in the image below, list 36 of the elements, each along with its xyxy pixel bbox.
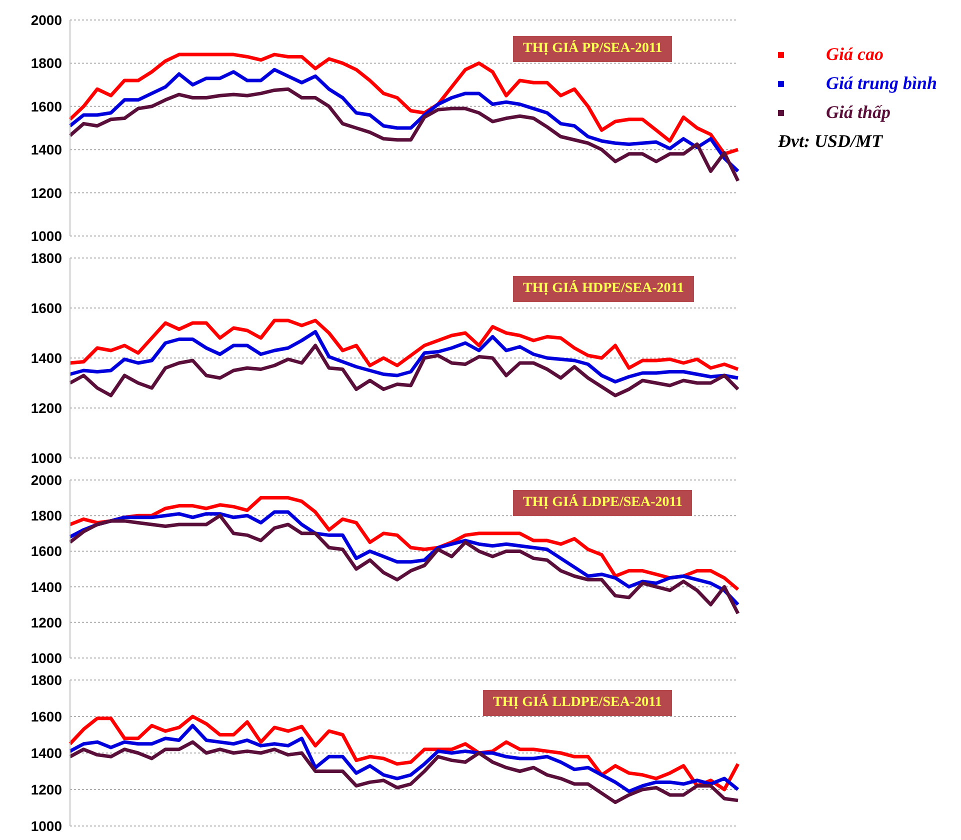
- y-tick-label: 1400: [30, 578, 62, 595]
- y-tick-label: 1000: [30, 818, 62, 834]
- y-tick-label: 1800: [30, 55, 62, 72]
- y-tick-label: 1600: [30, 708, 62, 724]
- line-series: [68, 318, 740, 371]
- y-tick-label: 1400: [30, 350, 62, 366]
- text: Đvt: USD/MT: [778, 130, 884, 153]
- y-tick-label: 1000: [30, 450, 62, 466]
- legend-label: Giá thấp: [826, 101, 891, 124]
- legend-label: Giá trung bình: [826, 72, 938, 95]
- text: THỊ GIÁ LDPE/SEA-2011: [513, 490, 692, 516]
- y-tick-label: 1600: [30, 98, 62, 114]
- y-tick-label: 2000: [30, 12, 62, 28]
- y-tick-label: 1800: [30, 250, 62, 266]
- line-series: [68, 87, 740, 183]
- line-series: [68, 344, 740, 398]
- y-tick-label: 1800: [30, 672, 62, 688]
- legend-label: Giá cao: [826, 43, 884, 66]
- y-tick-label: 1200: [30, 184, 62, 201]
- y-tick-label: 1600: [30, 543, 62, 560]
- y-tick-label: 1200: [30, 781, 62, 798]
- y-tick-label: 1600: [30, 300, 62, 316]
- y-tick-label: 1000: [30, 228, 62, 244]
- text: THỊ GIÁ LLDPE/SEA-2011: [483, 690, 672, 716]
- text: THỊ GIÁ PP/SEA-2011: [513, 36, 672, 62]
- y-tick-label: 1200: [30, 614, 62, 630]
- y-tick-label: 1400: [30, 142, 62, 158]
- y-tick-label: 1800: [30, 508, 62, 524]
- y-tick-label: 1000: [30, 650, 62, 666]
- line-series: [68, 68, 740, 173]
- y-tick-label: 2000: [30, 472, 62, 488]
- y-tick-label: 1200: [30, 400, 62, 416]
- line-series: [68, 740, 740, 804]
- y-tick-label: 1400: [30, 744, 62, 761]
- line-series: [68, 330, 740, 384]
- text: THỊ GIÁ HDPE/SEA-2011: [513, 276, 694, 302]
